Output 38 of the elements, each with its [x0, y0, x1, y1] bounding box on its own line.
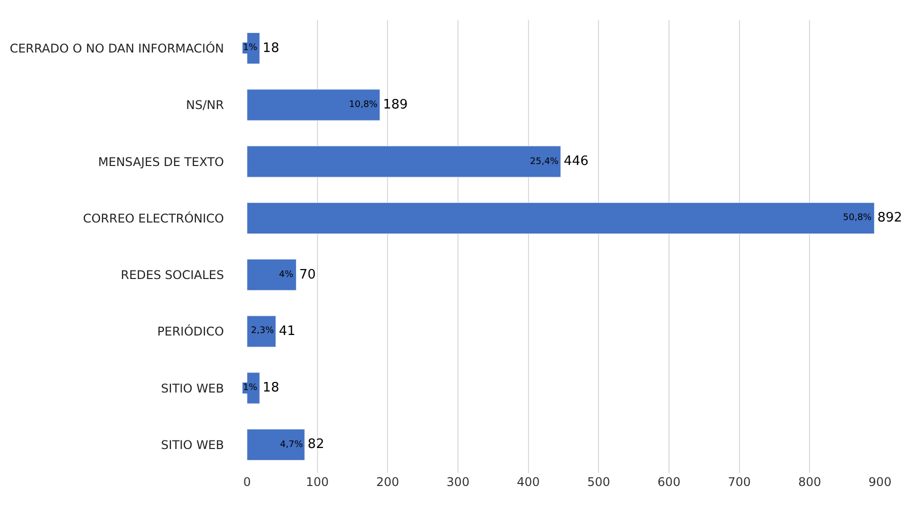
y-tick-label: REDES SOCIALES [120, 268, 224, 282]
y-tick-label: PERIÓDICO [157, 324, 224, 339]
bar [247, 202, 875, 234]
x-tick-label: 600 [658, 475, 680, 489]
y-tick-label: CERRADO O NO DAN INFORMACIÓN [10, 40, 224, 56]
annotation: 1% [243, 43, 258, 53]
data-label: 189 [382, 97, 408, 112]
bar [247, 89, 380, 121]
data-label: 446 [564, 154, 589, 170]
y-tick-label: SITIO WEB [161, 381, 224, 396]
annotation: 4% [279, 270, 294, 280]
data-label: 18 [262, 40, 280, 56]
data-label: 41 [278, 324, 296, 339]
x-tick-label: 400 [516, 475, 540, 489]
annotation: 1% [243, 383, 258, 393]
annotation: 2,3% [251, 326, 274, 336]
y-tick-label: CORREO ELECTRÓNICO [82, 210, 224, 226]
annotation: 50,8% [843, 213, 872, 223]
bar [247, 146, 561, 178]
annotation: 25,4% [530, 157, 560, 167]
annotation: 4,7% [280, 440, 304, 450]
x-tick-label: 700 [728, 475, 751, 489]
x-tick-label: 300 [446, 475, 470, 489]
data-label: 18 [262, 380, 280, 396]
y-tick-label: NS/NR [186, 98, 224, 112]
x-tick-label: 800 [798, 475, 822, 489]
x-tick-label: 500 [587, 475, 610, 489]
y-tick-label: MENSAJES DE TEXTO [98, 154, 224, 169]
x-tick-label: 900 [868, 475, 892, 489]
x-tick-label: 100 [306, 475, 329, 489]
bar [247, 258, 296, 291]
x-tick-label: 200 [376, 475, 400, 489]
data-label: 82 [308, 437, 324, 452]
data-label: 892 [877, 210, 902, 226]
x-tick-label: 0 [243, 475, 251, 489]
data-label: 70 [299, 267, 316, 282]
annotation: 10,8% [349, 100, 378, 110]
y-tick-label: SITIO WEB [161, 438, 224, 452]
